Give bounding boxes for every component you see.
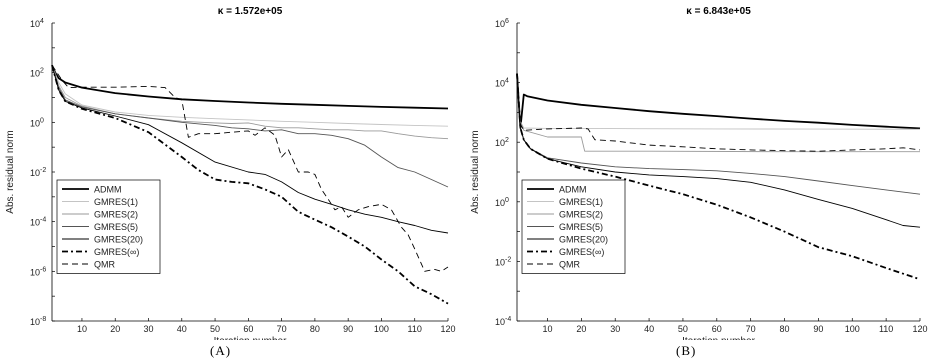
- c1-y-axis-label: Abs. residual norm: [470, 130, 481, 213]
- c1-x-tick-label: 40: [644, 324, 654, 334]
- c0-x-tick-label: 50: [210, 324, 220, 334]
- c0-x-tick-label: 70: [277, 324, 287, 334]
- c0-x-axis-label: Iteration number: [214, 336, 287, 340]
- c1-x-axis-label: Iteration number: [682, 336, 755, 340]
- c0-x-tick-label: 120: [440, 324, 455, 334]
- caption-b: (B): [676, 343, 697, 358]
- c1-series-line-5: [516, 73, 921, 281]
- c1-x-tick-label: 20: [576, 324, 586, 334]
- c0-series-line-6: [51, 64, 449, 272]
- c0-x-tick-label: 20: [110, 324, 120, 334]
- c0-x-tick-label: 60: [243, 324, 253, 334]
- c1-x-tick-label: 110: [879, 324, 893, 334]
- c1-series-line-0: [516, 73, 921, 130]
- c0-legend-label-6: QMR: [94, 260, 115, 270]
- c1-title: κ = 6.843e+05: [686, 6, 751, 17]
- c1-y-tick-label: 102: [495, 137, 509, 148]
- c0-x-tick-label: 110: [408, 324, 422, 334]
- c1-x-tick-label: 50: [678, 324, 688, 334]
- c1-series-line-3: [516, 73, 921, 195]
- c0-x-tick-label: 90: [343, 324, 353, 334]
- c1-legend-label-2: GMRES(2): [559, 210, 603, 220]
- c1-y-tick-label: 100: [495, 197, 509, 208]
- c0-x-tick-label: 40: [177, 324, 187, 334]
- c0-y-tick-label: 10-4: [30, 217, 46, 228]
- c1-series-line-6: [516, 73, 921, 152]
- c0-legend-label-2: GMRES(2): [94, 210, 138, 220]
- c1-legend-label-3: GMRES(5): [559, 222, 603, 232]
- c1-series-line-2: [516, 73, 920, 153]
- caption-a: (A): [210, 343, 232, 358]
- c0-series-line-1: [51, 65, 449, 127]
- c0-title: κ = 1.572e+05: [218, 6, 283, 17]
- c1-x-tick-label: 30: [610, 324, 620, 334]
- c0-x-tick-label: 100: [374, 324, 389, 334]
- c0-y-axis-label: Abs. residual norm: [5, 130, 16, 213]
- c1-x-tick-label: 100: [845, 324, 860, 334]
- c0-legend-label-5: GMRES(∞): [94, 247, 139, 257]
- c1-series-line-1: [516, 73, 921, 130]
- c0-x-tick-label: 80: [310, 324, 320, 334]
- c0-series-line-0: [51, 64, 449, 110]
- c0-series-line-5: [51, 64, 449, 305]
- c1-y-tick-label: 10-2: [495, 256, 511, 267]
- c1-x-tick-label: 80: [780, 324, 790, 334]
- c1-legend-label-1: GMRES(1): [559, 197, 603, 207]
- c0-y-tick-label: 10-2: [30, 167, 46, 178]
- chart-a: κ = 1.572e+05 104 102 100 10-2 10-4 10-6 10-8 10…: [5, 6, 456, 340]
- chart-b: κ = 6.843e+05 106 104 102 100 10-2 10-4 10 20 30 4…: [470, 6, 928, 340]
- c0-legend-label-1: GMRES(1): [94, 197, 138, 207]
- c0-y-tick-label: 104: [30, 18, 44, 29]
- c1-x-tick-label: 70: [746, 324, 756, 334]
- c0-legend-label-0: ADMM: [94, 185, 122, 195]
- c0-x-tick-label: 10: [77, 324, 87, 334]
- c1-x-tick-label: 10: [542, 324, 552, 334]
- c0-y-tick-label: 102: [30, 68, 44, 79]
- c0-series-line-4: [51, 65, 449, 234]
- c0-legend-label-3: GMRES(5): [94, 222, 138, 232]
- c1-legend-label-4: GMRES(20): [559, 235, 608, 245]
- c0-legend-label-4: GMRES(20): [94, 235, 143, 245]
- c0-series-line-3: [51, 65, 449, 188]
- c1-y-tick-label: 104: [495, 78, 509, 89]
- c1-legend-label-6: QMR: [559, 260, 580, 270]
- c1-y-tick-label: 10-4: [495, 316, 511, 327]
- c1-x-tick-label: 60: [712, 324, 722, 334]
- c1-legend-label-0: ADMM: [559, 185, 587, 195]
- c0-x-tick-label: 30: [143, 324, 153, 334]
- c0-y-tick-label: 100: [30, 117, 44, 128]
- c1-legend-label-5: GMRES(∞): [559, 247, 604, 257]
- c0-y-tick-label: 10-8: [30, 316, 46, 327]
- c1-x-tick-label: 120: [912, 324, 927, 334]
- c1-y-tick-label: 106: [495, 18, 509, 29]
- c1-x-tick-label: 90: [813, 324, 823, 334]
- c0-y-tick-label: 10-6: [30, 266, 46, 277]
